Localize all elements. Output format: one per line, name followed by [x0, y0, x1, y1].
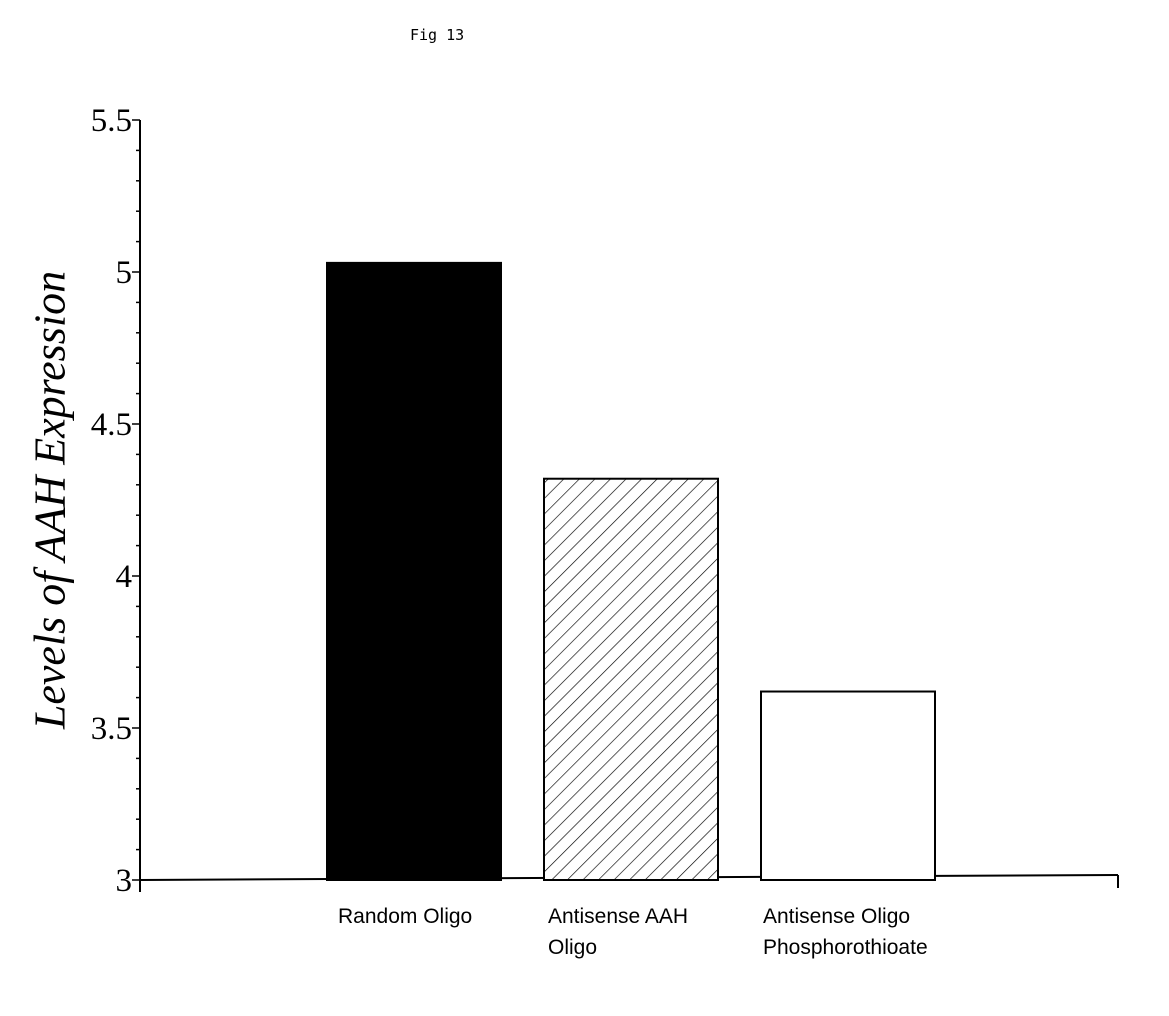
bars [327, 263, 935, 880]
x-category-label: Antisense Oligo Phosphorothioate [763, 901, 928, 963]
bar [761, 692, 935, 880]
y-tick-label: 5.5 [91, 103, 132, 139]
y-tick-label: 4 [116, 559, 133, 595]
x-category-label: Random Oligo [338, 901, 472, 932]
y-tick-label: 3 [116, 863, 133, 899]
bar [327, 263, 501, 880]
bar [544, 479, 718, 880]
y-tick-label: 5 [116, 255, 133, 291]
y-tick-label: 4.5 [91, 407, 132, 443]
x-category-label: Antisense AAH Oligo [548, 901, 688, 963]
y-ticks: 3 3.5 4 4.5 5 5.5 [91, 103, 140, 899]
y-tick-label: 3.5 [91, 711, 132, 747]
